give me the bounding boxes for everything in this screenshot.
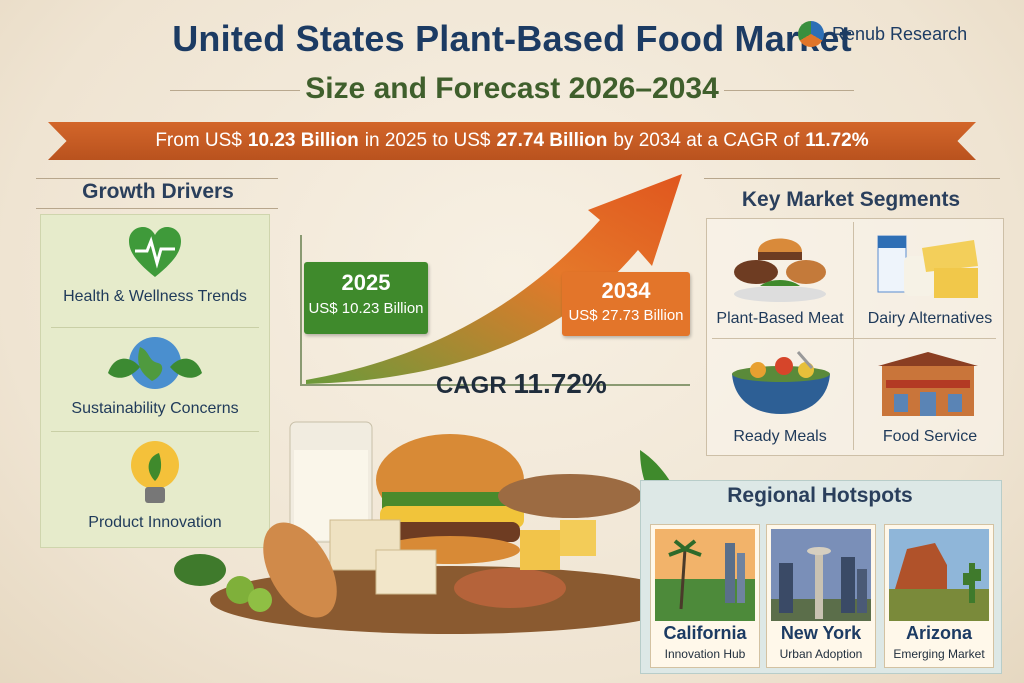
restaurant-icon xyxy=(878,352,978,416)
segment-label-dairy-alternatives: Dairy Alternatives xyxy=(867,310,993,327)
chart-x-axis xyxy=(300,384,690,386)
segment-label-ready-meals: Ready Meals xyxy=(733,428,827,445)
start-value: US$ 10.23 Billion xyxy=(308,300,424,317)
region-card-california: California Innovation Hub xyxy=(650,524,760,668)
segment-label-plant-based-meat: Plant-Based Meat xyxy=(716,310,844,327)
region-card-arizona: Arizona Emerging Market xyxy=(884,524,994,668)
end-year: 2034 xyxy=(601,278,651,303)
start-year: 2025 xyxy=(341,270,391,295)
region-name: California xyxy=(663,623,747,643)
ks-rule-top xyxy=(704,178,1000,179)
lightbulb-leaf-icon xyxy=(131,441,179,503)
region-name: Arizona xyxy=(905,623,972,643)
driver-health: Health & Wellness Trends xyxy=(41,223,269,306)
brand-name: Renub Research xyxy=(832,23,968,44)
logo-mark-icon xyxy=(798,21,824,47)
end-value: US$ 27.73 Billion xyxy=(568,307,684,324)
segment-label-food-service: Food Service xyxy=(882,428,978,445)
segments-heading: Key Market Segments xyxy=(741,188,961,211)
region-tag: Urban Adoption xyxy=(779,647,863,661)
page-subtitle: Size and Forecast 2026–2034 xyxy=(305,72,719,105)
cagr-label: CAGR 11.72% xyxy=(436,368,607,400)
arizona-desert-icon xyxy=(889,529,989,621)
driver-label: Health & Wellness Trends xyxy=(63,288,247,305)
bowl-icon xyxy=(732,351,830,414)
california-skyline-icon xyxy=(655,529,755,621)
cagr-value: 11.72% xyxy=(513,368,607,399)
divider xyxy=(712,338,996,339)
page-title: United States Plant-Based Food Market xyxy=(172,18,852,59)
growth-drivers-heading: Growth Drivers xyxy=(82,180,234,203)
divider xyxy=(853,222,854,450)
driver-label: Sustainability Concerns xyxy=(71,400,239,417)
forecast-banner: From US$ 10.23 Billion in 2025 to US$ 27… xyxy=(48,122,976,160)
burger-icon xyxy=(734,238,826,302)
region-tag: Innovation Hub xyxy=(664,647,746,661)
banner-text-1: From US$ xyxy=(155,130,242,151)
divider xyxy=(51,327,259,328)
cagr-text: CAGR xyxy=(436,372,507,399)
plant-based-food-illustration xyxy=(174,421,690,634)
banner-value-2025: 10.23 Billion xyxy=(247,130,359,151)
driver-label: Product Innovation xyxy=(88,514,222,531)
heart-pulse-icon xyxy=(129,227,181,277)
chart-y-axis xyxy=(300,235,302,385)
dairy-icon xyxy=(877,235,978,298)
divider-left xyxy=(170,90,300,91)
banner-value-2034: 27.74 Billion xyxy=(496,130,608,151)
growth-drivers-panel: Health & Wellness Trends Sustainability … xyxy=(40,214,270,548)
divider-right xyxy=(724,90,854,91)
divider xyxy=(51,431,259,432)
end-value-box: 2034 US$ 27.73 Billion xyxy=(562,272,690,336)
start-value-box: 2025 US$ 10.23 Billion xyxy=(304,262,428,334)
brand-logo: Renub Research xyxy=(798,20,967,48)
driver-innovation: Product Innovation xyxy=(41,437,269,532)
region-card-new-york: New York Urban Adoption xyxy=(766,524,876,668)
new-york-skyline-icon xyxy=(771,529,871,621)
banner-text-3: by 2034 at a CAGR of xyxy=(613,130,800,151)
regional-heading: Regional Hotspots xyxy=(727,484,913,507)
gd-rule-top xyxy=(36,178,278,179)
segments-panel xyxy=(706,218,1004,456)
gd-rule-bottom xyxy=(36,208,278,209)
region-tag: Emerging Market xyxy=(893,647,985,661)
subtitle-block: Size and Forecast 2026–2034 xyxy=(170,70,854,110)
banner-text-2: in 2025 to US$ xyxy=(364,130,491,151)
globe-leaves-icon xyxy=(108,337,202,389)
region-name: New York xyxy=(780,623,862,643)
banner-value-cagr: 11.72% xyxy=(805,130,869,151)
driver-sustainability: Sustainability Concerns xyxy=(41,333,269,418)
